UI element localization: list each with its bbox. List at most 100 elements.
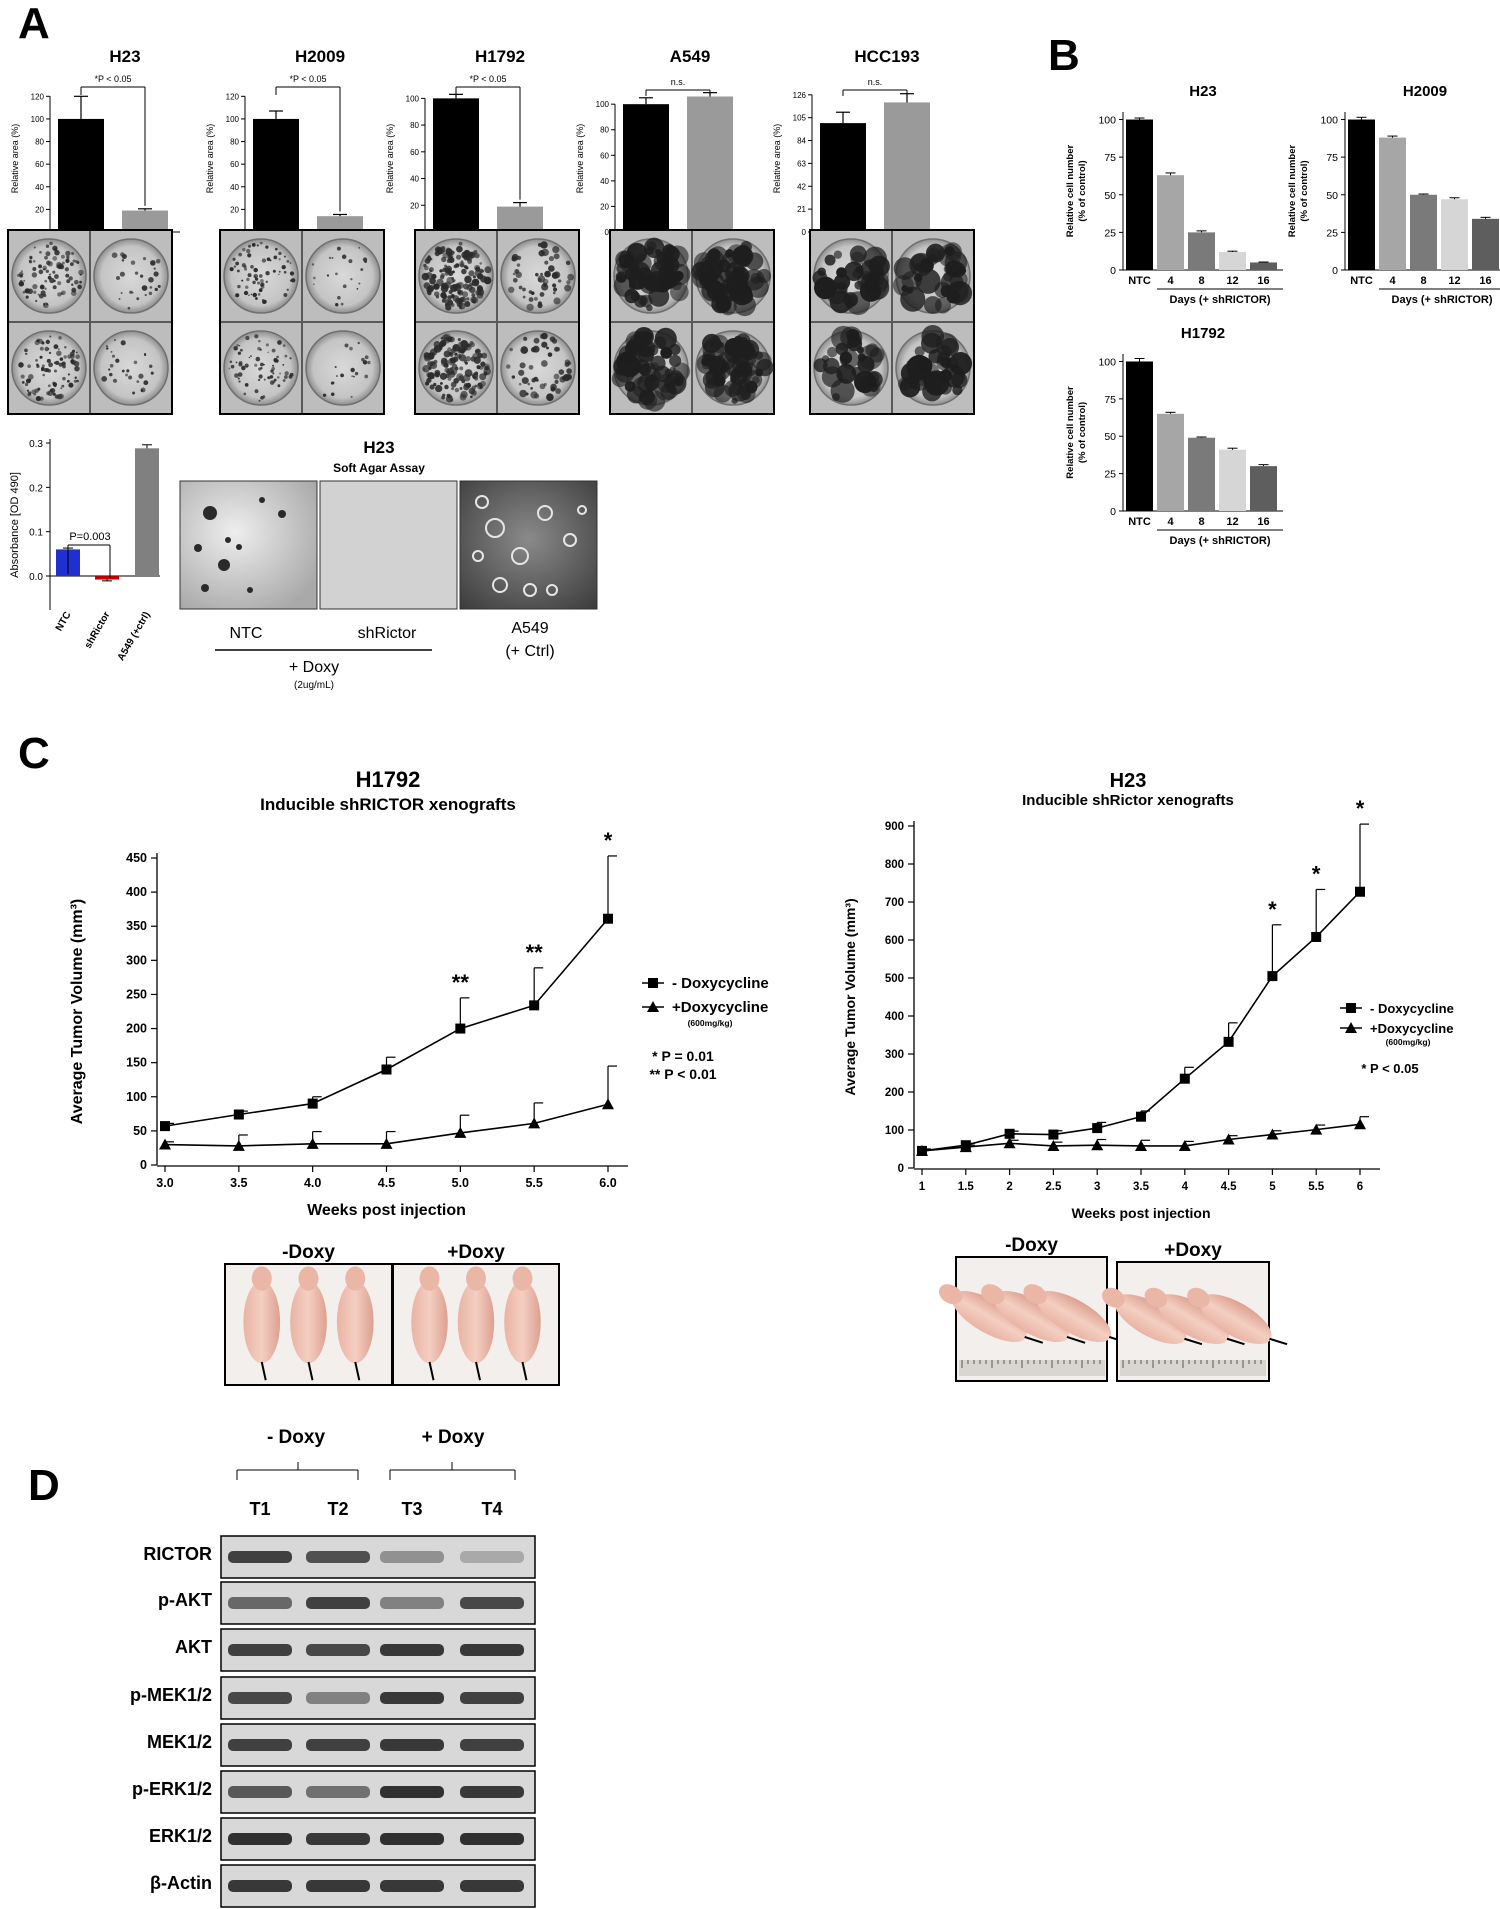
colony — [244, 267, 247, 271]
colony — [634, 358, 643, 366]
bar-12 — [1219, 251, 1246, 270]
data-point — [454, 1126, 467, 1138]
colony — [276, 355, 279, 359]
colony — [520, 346, 529, 354]
colony — [20, 374, 25, 379]
x-tick-label: 4 — [1182, 1181, 1189, 1193]
colony — [540, 272, 543, 276]
colony — [43, 368, 48, 373]
soft-agar-colony — [259, 497, 265, 503]
colony — [27, 288, 34, 295]
y-tick-label: 21 — [797, 205, 806, 214]
colony — [480, 275, 488, 283]
colony — [278, 258, 281, 261]
x-tick-label: shRictor — [83, 610, 113, 651]
colony — [258, 288, 263, 293]
colony — [342, 284, 347, 289]
colony — [468, 270, 475, 277]
colony — [899, 376, 921, 398]
blot-row-erk1-2: ERK1/2 — [149, 1817, 536, 1861]
colony — [551, 272, 559, 279]
colony — [360, 268, 364, 271]
x-tick-label: 2.5 — [1045, 1181, 1062, 1193]
colony — [466, 297, 470, 301]
colony — [254, 334, 259, 339]
colony — [750, 272, 762, 284]
colony — [340, 302, 344, 306]
colony — [450, 303, 455, 307]
colony — [241, 365, 246, 371]
blot-band — [380, 1786, 444, 1798]
colony — [553, 287, 558, 292]
colony — [558, 279, 562, 283]
significance-mark: * — [1312, 861, 1321, 886]
colony — [527, 382, 531, 386]
colony — [841, 358, 849, 366]
y-tick-label: 80 — [35, 138, 44, 147]
colony — [332, 381, 335, 384]
y-tick-label: 250 — [126, 987, 147, 1001]
colony — [154, 287, 158, 292]
colony — [149, 286, 153, 289]
chart-title: H1792 — [356, 767, 421, 792]
xenograft-chart-h1792: H1792 Inducible shRICTOR xenografts 0 50 100… — [69, 767, 769, 1219]
colony — [465, 266, 469, 270]
colony — [32, 259, 36, 263]
mouse-head — [345, 1266, 366, 1291]
chart-subtitle: Inducible shRICTOR xenografts — [260, 795, 516, 814]
colony — [283, 255, 286, 258]
y-tick-label: 0.2 — [29, 483, 43, 494]
chart-title: A549 — [670, 47, 711, 66]
y-tick-label: 100 — [126, 1090, 147, 1104]
colony — [144, 293, 147, 297]
colony — [645, 246, 654, 255]
y-tick-label: 100 — [1320, 115, 1338, 127]
colony — [480, 361, 486, 367]
y-tick-label: 60 — [600, 151, 609, 160]
colony — [41, 364, 45, 368]
colony — [460, 260, 464, 263]
bar-12 — [1441, 199, 1468, 270]
mouse-head — [298, 1266, 319, 1291]
colony — [229, 360, 233, 364]
soft-agar-colony — [511, 547, 529, 565]
colony — [564, 284, 572, 292]
colony — [157, 284, 161, 288]
colony — [467, 259, 473, 264]
colony — [112, 378, 118, 383]
x-axis-label: Weeks post injection — [307, 1202, 466, 1219]
colony — [283, 270, 287, 274]
group-label-minus-doxy: - Doxy — [267, 1427, 326, 1448]
colony — [76, 379, 79, 383]
soft-agar-colony — [546, 584, 558, 596]
colony — [21, 380, 25, 384]
colony — [52, 392, 56, 396]
colony — [121, 253, 127, 259]
colony — [313, 283, 315, 286]
x-tick-label: 5.5 — [1308, 1181, 1325, 1193]
colony — [453, 264, 458, 269]
blot-band — [460, 1644, 524, 1656]
y-tick-label: 100 — [596, 100, 610, 109]
y-tick-label: 0 — [140, 1158, 147, 1172]
panel-label-d: D — [28, 1461, 60, 1510]
colony — [74, 376, 77, 379]
colony — [259, 279, 264, 283]
image-label-ntc: NTC — [230, 625, 263, 642]
colony — [260, 283, 263, 287]
x-axis-label: Days (+ shRICTOR) — [1170, 294, 1271, 306]
mouse-tail — [307, 1361, 314, 1381]
colony — [731, 353, 754, 376]
colony — [852, 269, 862, 279]
colony — [72, 259, 76, 263]
y-axis-label: Relative area (%) — [385, 124, 395, 194]
colony — [436, 278, 444, 287]
blot-row-akt: AKT — [175, 1628, 536, 1672]
colony — [547, 352, 553, 357]
colony — [940, 337, 960, 357]
colony — [328, 256, 332, 260]
x-tick-label: 1 — [919, 1181, 926, 1193]
colony — [289, 357, 292, 360]
colony — [448, 351, 452, 356]
